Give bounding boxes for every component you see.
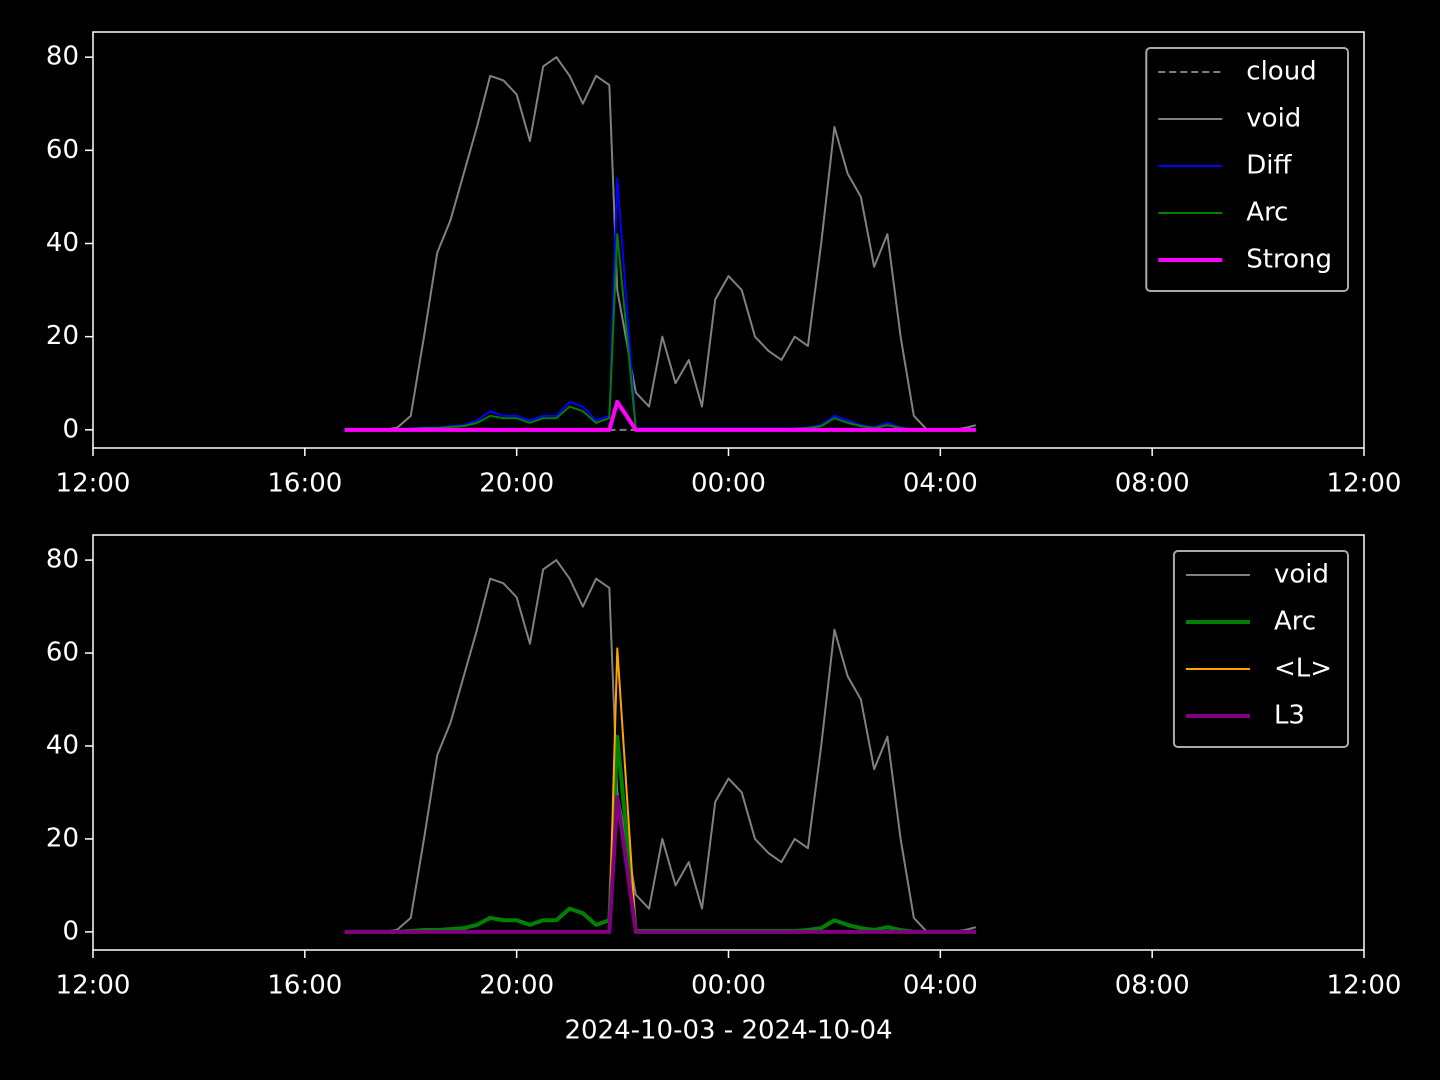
legend-box (1172, 550, 1349, 748)
x-tick-label: 04:00 (903, 971, 978, 1001)
legend-label: void (1246, 104, 1301, 134)
legend-label: L3 (1274, 701, 1305, 731)
y-tick-label: 40 (46, 730, 79, 760)
y-tick-label: 80 (46, 545, 79, 575)
series-line (344, 559, 977, 933)
y-tick-label: 0 (62, 916, 79, 946)
legend-box (1145, 47, 1349, 292)
y-tick-label: 60 (46, 638, 79, 668)
y-tick-label: 20 (46, 823, 79, 853)
legend-label: Arc (1246, 198, 1288, 228)
x-axis-label: 2024-10-03 - 2024-10-04 (564, 1016, 892, 1046)
x-tick-label: 08:00 (1115, 971, 1190, 1001)
x-tick-label: 00:00 (691, 971, 766, 1001)
axes-frame (92, 534, 1365, 951)
x-tick-label: 12:00 (56, 971, 131, 1001)
series-line (344, 795, 976, 934)
series-line (344, 399, 976, 432)
x-tick-label: 20:00 (479, 971, 554, 1001)
series-line (344, 56, 977, 431)
y-tick-label: 40 (46, 228, 79, 258)
x-tick-label: 20:00 (479, 469, 554, 499)
y-tick-label: 20 (46, 321, 79, 351)
legend: void Arc <L> L3 (1172, 550, 1349, 748)
axes-frame (92, 31, 1365, 449)
y-tick-label: 60 (46, 135, 79, 165)
legend-label: cloud (1246, 57, 1316, 87)
x-tick-label: 00:00 (691, 469, 766, 499)
y-tick-label: 80 (46, 42, 79, 72)
legend-label: Diff (1246, 151, 1292, 181)
x-tick-label: 16:00 (267, 971, 342, 1001)
y-tick-label: 0 (62, 414, 79, 444)
x-tick-label: 16:00 (267, 469, 342, 499)
x-tick-label: 12:00 (1327, 971, 1402, 1001)
x-tick-label: 12:00 (56, 469, 131, 499)
x-tick-label: 08:00 (1115, 469, 1190, 499)
legend-label: Arc (1274, 607, 1316, 637)
legend-label: Strong (1246, 245, 1332, 275)
legend: cloud void Diff Arc Strong (1145, 47, 1349, 292)
legend-label: void (1274, 560, 1329, 590)
legend-label: <L> (1274, 654, 1332, 684)
x-tick-label: 04:00 (903, 469, 978, 499)
x-tick-label: 12:00 (1327, 469, 1402, 499)
